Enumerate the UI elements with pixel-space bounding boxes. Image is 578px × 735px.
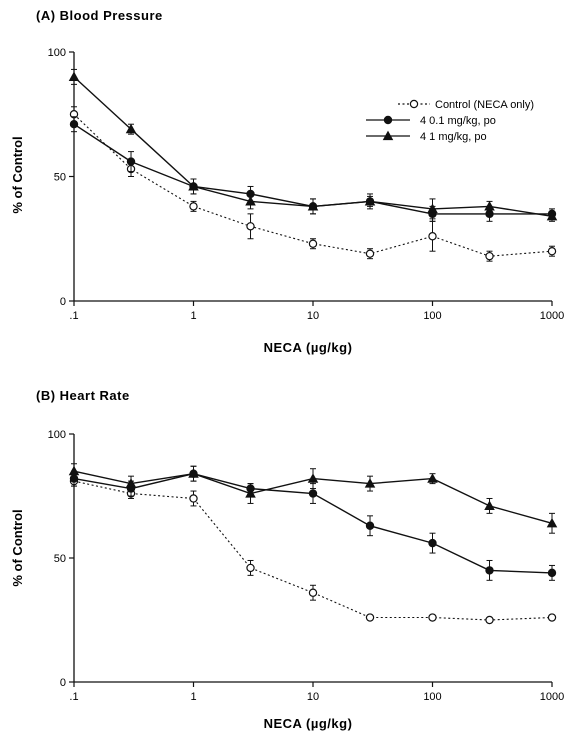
data-point-1-mgkg (307, 473, 319, 483)
data-point-0-1-mgkg (485, 566, 494, 575)
y-tick-label: 100 (48, 429, 66, 441)
x-tick-label: 1000 (540, 310, 564, 322)
series-control (69, 106, 557, 262)
x-tick-label: 100 (423, 691, 441, 703)
data-point-control (547, 246, 557, 256)
data-point-1-mgkg (307, 200, 319, 211)
data-point-0-1-mgkg (69, 120, 79, 129)
data-point-control (428, 613, 437, 622)
y-tick-label: 100 (48, 47, 66, 59)
legend-label-control: Control (NECA only) (435, 99, 534, 111)
data-point-1-mgkg (546, 517, 558, 528)
panel-a-legend: Control (NECA only) 4 0.1 mg/kg, po 4 1 … (366, 99, 534, 143)
panel-a-x-axis-label: NECA (µg/kg) (264, 340, 353, 355)
legend-label-1-mgkg: 4 1 mg/kg, po (420, 131, 487, 143)
legend-symbol-1-mgkg (366, 130, 410, 141)
data-point-0-1-mgkg (126, 157, 136, 166)
panel-heart-rate: (B) Heart Rate % of Control NECA (µg/kg)… (10, 388, 564, 731)
x-tick-label: 1 (190, 310, 196, 322)
y-tick-label: 50 (54, 172, 66, 184)
data-point-0-1-mgkg (308, 489, 318, 498)
data-point-1-mgkg (125, 478, 137, 488)
data-point-control (189, 494, 198, 503)
series-control (69, 475, 557, 625)
panel-b-series (68, 463, 558, 625)
series-line-1-mgkg (73, 76, 553, 217)
data-point-0-1-mgkg (428, 538, 437, 548)
x-tick-label: 1 (190, 691, 196, 703)
panel-b-x-axis-label: NECA (µg/kg) (264, 716, 353, 731)
data-point-control (485, 615, 494, 625)
data-point-0-1-mgkg (547, 568, 557, 578)
data-point-1-mgkg (188, 468, 199, 478)
legend-marker-0-1-mgkg (383, 115, 393, 125)
legend-label-0-1-mgkg: 4 0.1 mg/kg, po (420, 115, 496, 127)
x-tick-label: 100 (423, 310, 441, 322)
x-tick-label: .1 (69, 310, 78, 322)
y-tick-label: 50 (54, 553, 66, 565)
data-point-1-mgkg (427, 473, 438, 483)
data-point-1-mgkg (364, 478, 376, 488)
series-1-mgkg (68, 463, 558, 534)
data-point-1-mgkg (484, 500, 495, 511)
data-point-control (547, 613, 557, 622)
x-tick-label: 10 (307, 691, 319, 703)
x-tick-label: 1000 (540, 691, 564, 703)
panel-b-title: (B) Heart Rate (36, 388, 130, 403)
data-point-1-mgkg (125, 123, 137, 134)
panel-a-title: (A) Blood Pressure (36, 8, 163, 23)
x-tick-label: .1 (69, 691, 78, 703)
data-point-1-mgkg (484, 200, 495, 211)
data-point-1-mgkg (68, 71, 80, 81)
data-point-1-mgkg (188, 181, 199, 191)
series-1-mgkg (68, 68, 558, 222)
legend-symbol-0-1-mgkg (366, 115, 410, 125)
panel-b-ticks: .1 1 10 100 1000 0 50 100 (48, 429, 565, 703)
data-point-control (365, 249, 375, 258)
panel-b-y-axis-label: % of Control (10, 509, 25, 586)
data-point-1-mgkg (546, 210, 558, 221)
data-point-control (189, 202, 198, 211)
panel-blood-pressure: (A) Blood Pressure % of Control NECA (µg… (10, 8, 564, 355)
data-point-1-mgkg (245, 195, 256, 206)
data-point-1-mgkg (364, 195, 376, 206)
data-point-control (308, 588, 318, 597)
data-point-control (365, 613, 375, 622)
data-point-control (246, 222, 255, 231)
panel-a-series (68, 68, 558, 262)
data-point-0-1-mgkg (365, 521, 375, 530)
data-point-1-mgkg (245, 488, 256, 498)
legend-marker-1-mgkg (382, 130, 394, 141)
x-tick-label: 10 (307, 310, 319, 322)
data-point-1-mgkg (427, 203, 438, 213)
data-point-control (246, 563, 255, 573)
y-tick-label: 0 (60, 677, 66, 689)
legend-marker-control (409, 99, 419, 109)
panel-a-y-axis-label: % of Control (10, 136, 25, 213)
y-tick-label: 0 (60, 296, 66, 308)
data-point-control (485, 251, 494, 261)
data-point-control (428, 232, 437, 241)
data-point-1-mgkg (68, 465, 80, 476)
panel-a-ticks: .1 1 10 100 1000 0 50 100 (48, 47, 565, 322)
data-point-control (308, 239, 318, 248)
legend-symbol-control (398, 99, 430, 109)
